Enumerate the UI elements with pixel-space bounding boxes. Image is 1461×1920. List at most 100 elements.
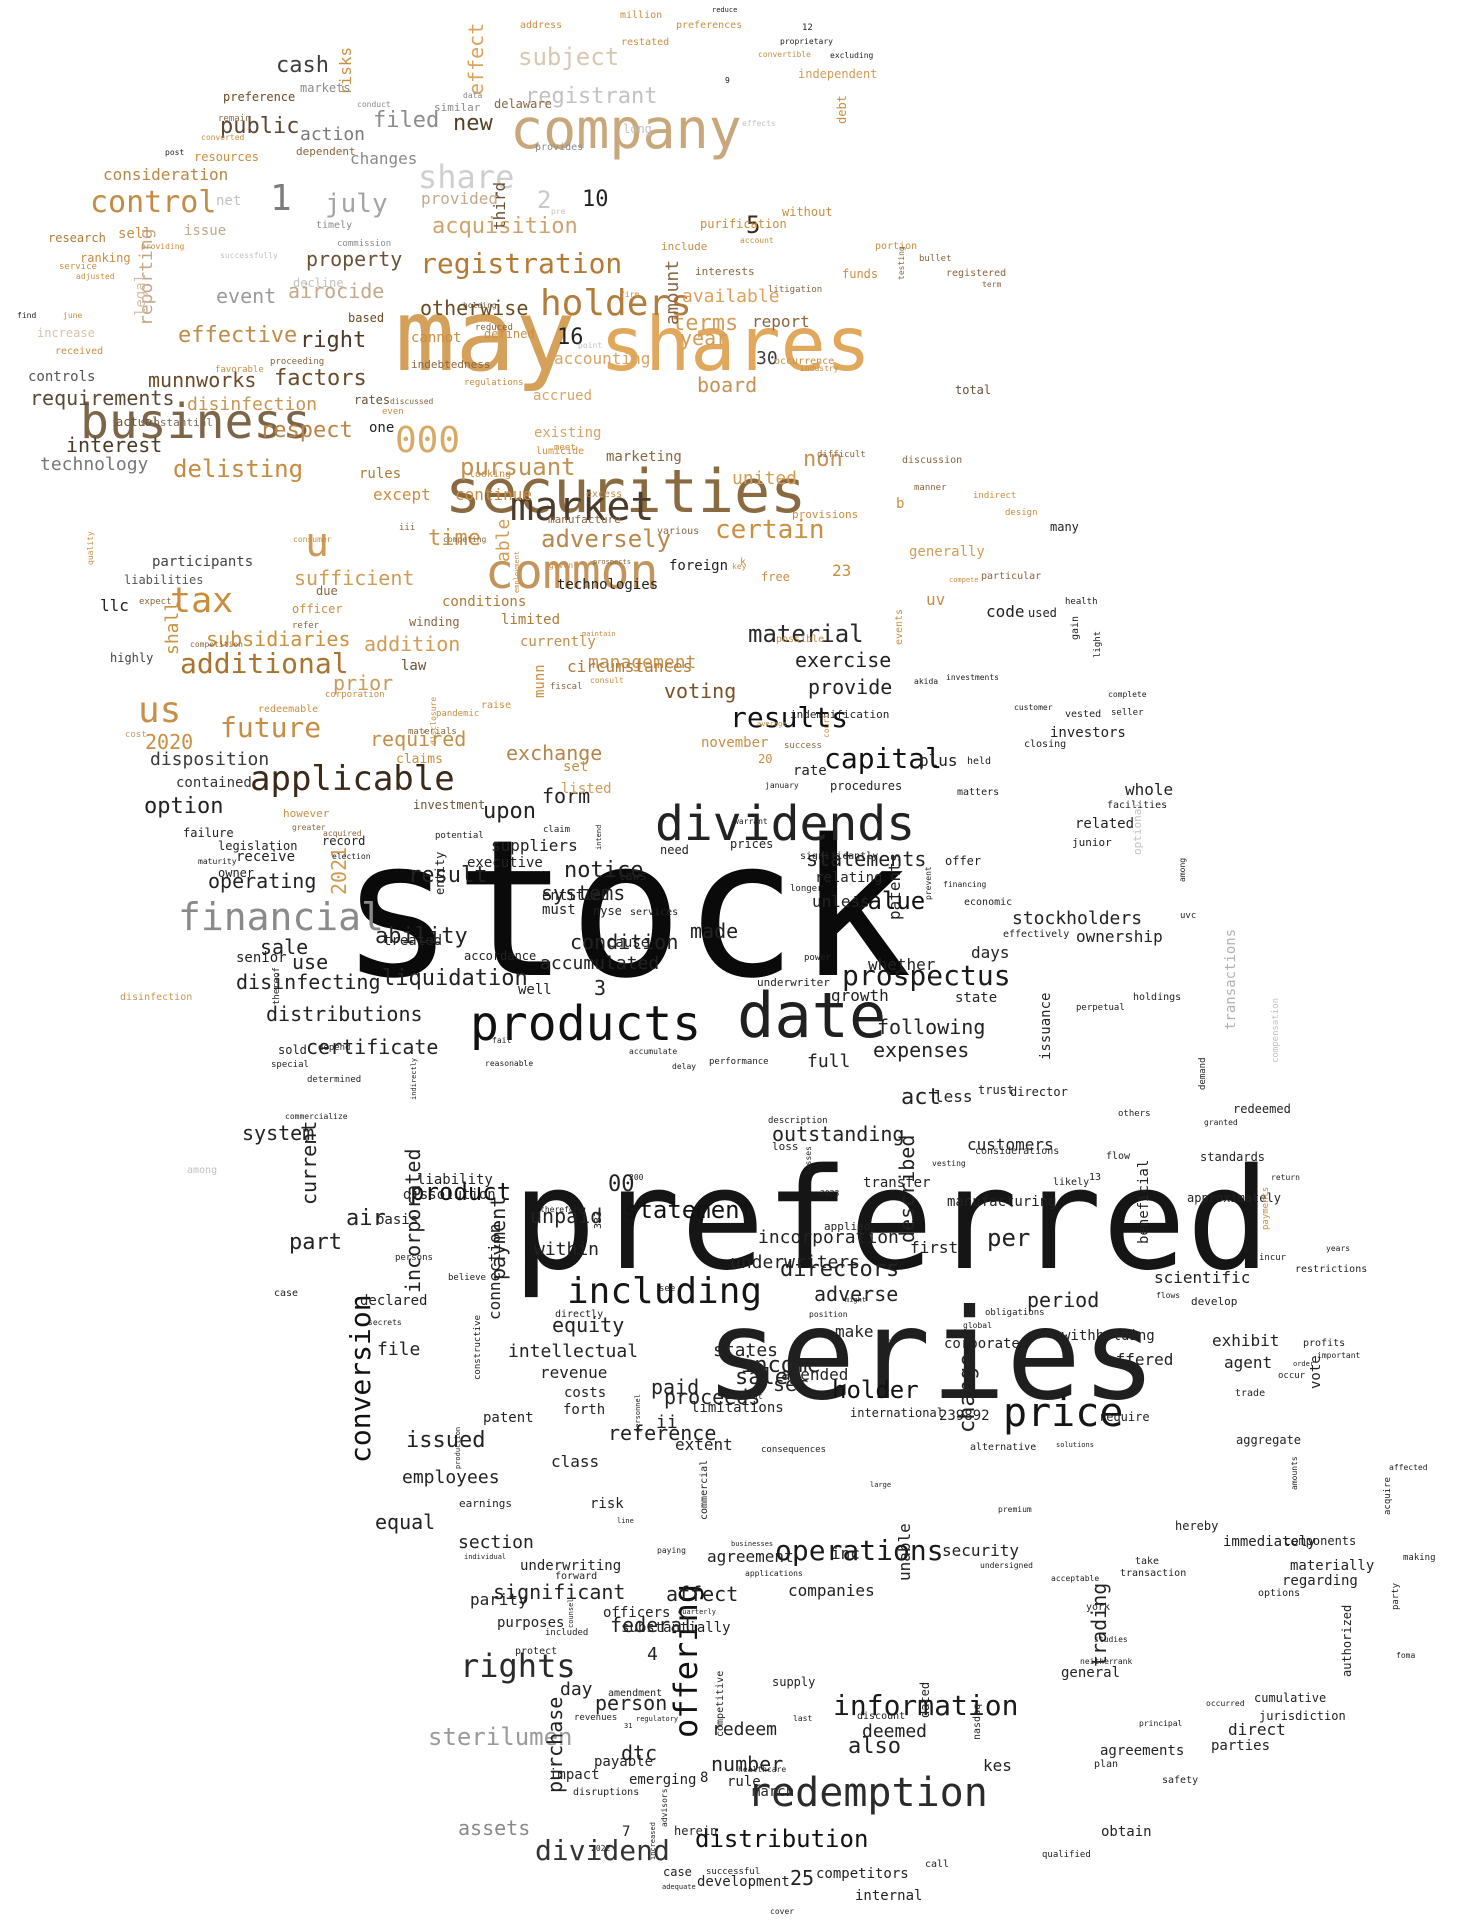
cloud-word: facilities bbox=[1107, 800, 1167, 811]
cloud-word: kes bbox=[983, 1756, 1012, 1775]
cloud-word: incur bbox=[1259, 1253, 1287, 1263]
cloud-word: certain bbox=[715, 515, 825, 545]
cloud-word: call bbox=[925, 1859, 949, 1870]
cloud-word: executive bbox=[467, 855, 543, 871]
cloud-word: failure bbox=[183, 826, 234, 840]
cloud-word: certificate bbox=[306, 1035, 438, 1059]
cloud-word: directors bbox=[780, 1257, 899, 1282]
cloud-word: effects bbox=[742, 119, 776, 128]
cloud-word: key bbox=[732, 562, 747, 571]
cloud-word: technologies bbox=[557, 577, 658, 593]
cloud-word: holdings bbox=[1133, 992, 1181, 1003]
cloud-word: customer bbox=[1014, 703, 1053, 712]
cloud-word: believe bbox=[448, 1273, 486, 1283]
cloud-word: term bbox=[982, 280, 1001, 289]
cloud-word: increased bbox=[649, 1822, 657, 1860]
cloud-word: 000 bbox=[395, 420, 460, 461]
cloud-word: applications bbox=[745, 1569, 803, 1578]
cloud-word: distribution bbox=[695, 1825, 868, 1853]
cloud-word: raise bbox=[481, 700, 511, 711]
cloud-word: compete bbox=[949, 576, 979, 584]
cloud-word: whether bbox=[868, 955, 936, 974]
cloud-word: unless bbox=[812, 892, 870, 911]
cloud-word: set bbox=[563, 759, 588, 775]
cloud-word: patent bbox=[483, 1410, 534, 1426]
cloud-word: march bbox=[752, 1784, 794, 1800]
cloud-word: obligations bbox=[985, 1308, 1045, 1318]
cloud-word: must bbox=[542, 902, 576, 918]
cloud-word: commercial bbox=[699, 1460, 710, 1520]
cloud-word: prior bbox=[333, 671, 393, 695]
cloud-word: customers bbox=[967, 1135, 1054, 1154]
cloud-word: risks bbox=[336, 47, 355, 95]
cloud-word: persons bbox=[395, 1253, 433, 1263]
cloud-word: restrictions bbox=[1295, 1264, 1367, 1275]
cloud-word: non bbox=[803, 447, 843, 472]
cloud-word: therefore bbox=[540, 1205, 584, 1214]
cloud-word: prospects bbox=[593, 558, 631, 566]
cloud-word: refer bbox=[292, 621, 320, 631]
cloud-word: received bbox=[55, 346, 103, 357]
cloud-word: assets bbox=[458, 1816, 530, 1840]
cloud-word: ownership bbox=[1076, 927, 1163, 946]
cloud-word: less bbox=[934, 1087, 973, 1106]
cloud-word: develop bbox=[1191, 1295, 1237, 1308]
cloud-word: munn bbox=[532, 664, 548, 698]
cloud-word: class bbox=[551, 1452, 599, 1471]
cloud-word: relating bbox=[815, 870, 882, 886]
cloud-word: winding bbox=[409, 615, 460, 629]
cloud-word: likely bbox=[1053, 1177, 1089, 1188]
cloud-word: impact bbox=[549, 1767, 600, 1783]
cloud-word: global bbox=[963, 1321, 992, 1330]
cloud-word: reference bbox=[608, 1421, 716, 1445]
cloud-word: adequate bbox=[662, 1883, 696, 1891]
cloud-word: fail bbox=[492, 1036, 511, 1045]
cloud-word: offer bbox=[945, 854, 981, 868]
cloud-word: uv bbox=[926, 590, 945, 609]
cloud-word: similar bbox=[434, 101, 481, 114]
cloud-word: proceeding bbox=[270, 357, 324, 367]
cloud-word: except bbox=[373, 485, 431, 504]
cloud-word: vested bbox=[1065, 709, 1101, 720]
cloud-word: success bbox=[784, 741, 822, 751]
cloud-word: holder bbox=[832, 1376, 919, 1404]
cloud-word: economic bbox=[964, 897, 1012, 908]
cloud-word: greater bbox=[292, 823, 326, 832]
cloud-word: disinfection bbox=[120, 992, 192, 1003]
cloud-word: shall bbox=[162, 601, 183, 655]
cloud-word: include bbox=[661, 240, 707, 253]
cloud-word: reporting bbox=[136, 228, 157, 326]
cloud-word: event bbox=[216, 284, 276, 308]
cloud-word: condition bbox=[570, 930, 678, 954]
cloud-word: successful bbox=[706, 1867, 760, 1877]
cloud-word: indebtedness bbox=[411, 358, 490, 371]
cloud-word: investment bbox=[413, 798, 485, 812]
cloud-word: free bbox=[761, 570, 790, 584]
cloud-word: solutions bbox=[1056, 1441, 1094, 1449]
cloud-word: liabilities bbox=[124, 573, 203, 587]
cloud-word: undersigned bbox=[980, 1561, 1033, 1570]
cloud-word: acquired bbox=[323, 829, 362, 838]
cloud-word: 16 bbox=[557, 325, 584, 350]
cloud-word: amendment bbox=[608, 1688, 662, 1699]
cloud-word: indemnification bbox=[790, 708, 889, 721]
cloud-word: last bbox=[793, 1714, 812, 1723]
cloud-word: successfully bbox=[220, 251, 278, 260]
cloud-word: demand bbox=[1198, 1057, 1208, 1090]
cloud-word: disinfection bbox=[187, 394, 317, 415]
cloud-word: businesses bbox=[731, 1540, 773, 1548]
cloud-word: equity bbox=[552, 1313, 624, 1337]
cloud-word: currently bbox=[520, 634, 596, 650]
cloud-word: 9 bbox=[725, 76, 730, 85]
cloud-word: losses bbox=[804, 1146, 813, 1175]
cloud-word: emerging bbox=[629, 1772, 696, 1788]
cloud-word: bullet bbox=[919, 254, 952, 264]
cloud-word: full bbox=[807, 1051, 850, 1072]
cloud-word: providing bbox=[141, 242, 185, 251]
cloud-word: year bbox=[680, 326, 728, 350]
cloud-word: statements bbox=[806, 847, 926, 871]
cloud-word: 10 bbox=[582, 187, 609, 212]
cloud-word: november bbox=[701, 735, 768, 751]
cloud-word: competitors bbox=[816, 1866, 909, 1882]
cloud-word: investments bbox=[946, 673, 999, 682]
